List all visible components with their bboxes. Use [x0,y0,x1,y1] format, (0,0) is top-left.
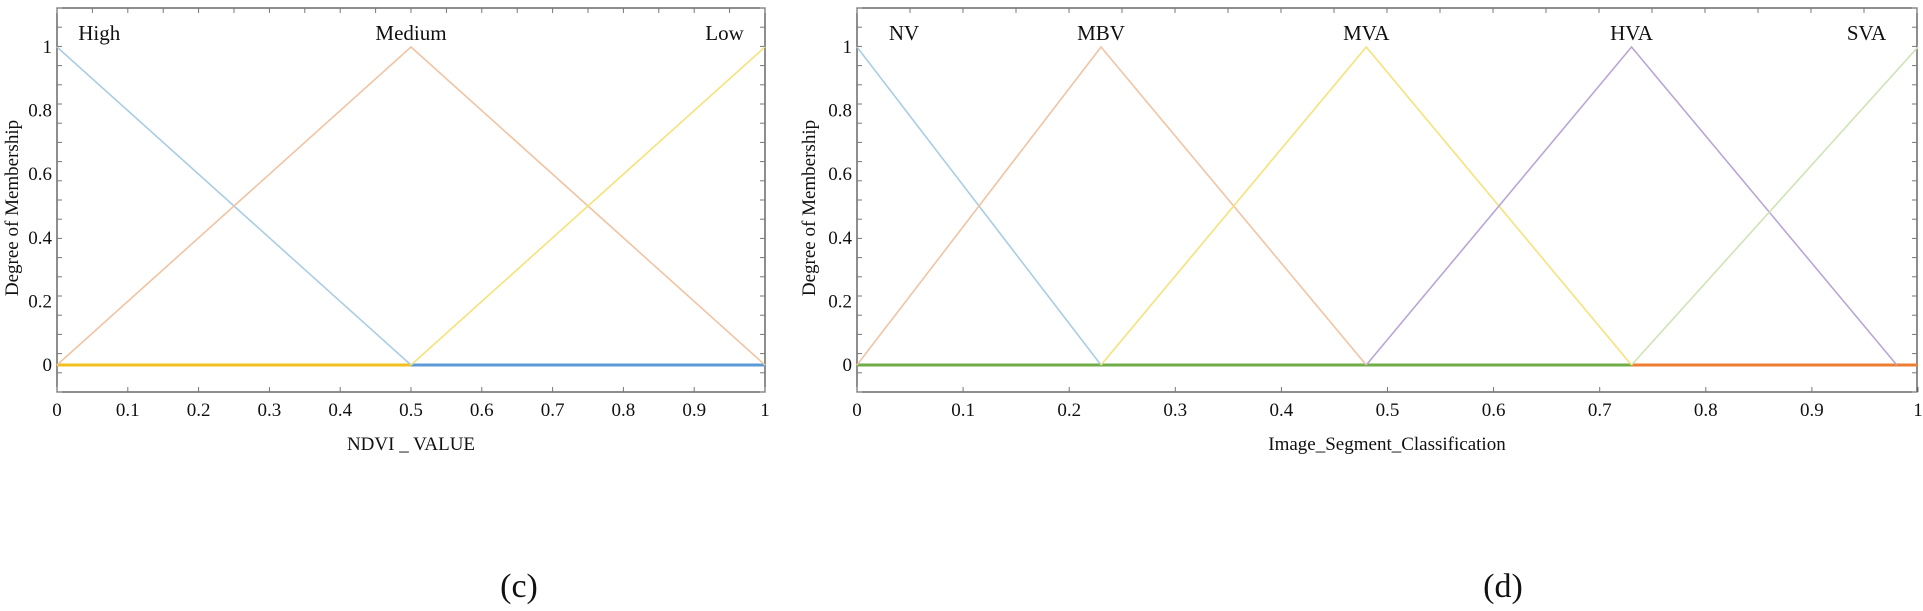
x-tick-label: 0.5 [399,400,423,421]
series-label-nv: NV [889,21,919,45]
series-label-sva: SVA [1847,21,1887,45]
series-label-mbv: MBV [1077,21,1125,45]
y-tick-label: 0.8 [828,101,852,122]
x-tick-label: 0.7 [1588,400,1612,421]
plot-frame-d [856,7,1918,393]
plot-frame-c [56,7,766,393]
x-tick-label: 0.4 [328,400,352,421]
series-label-mva: MVA [1343,21,1390,45]
x-tick-label: 0.6 [1482,400,1506,421]
y-axis-title-d: Degree of Membership [799,120,820,296]
x-tick-label: 0.6 [470,400,494,421]
x-tick-label: 0.9 [682,400,706,421]
y-tick-label: 0.8 [28,101,52,122]
x-tick-label: 0.2 [187,400,211,421]
x-tick-label: 0.9 [1800,400,1824,421]
membership-line-mbv [856,45,1367,366]
x-tick-label: 0.4 [1270,400,1294,421]
y-tick-label: 1 [43,37,53,58]
x-tick-label: 0.3 [1163,400,1187,421]
y-tick-label: 0.2 [28,291,52,312]
membership-line-low [410,46,766,366]
membership-line-mva [1100,45,1633,366]
y-tick-label: 0 [843,355,853,376]
membership-line-sva [1630,46,1919,366]
y-tick-label: 0.2 [828,291,852,312]
x-tick-label: 0 [52,400,62,421]
caption-c: (c) [500,568,538,605]
y-tick-label: 1 [843,37,853,58]
y-tick-label: 0.6 [28,164,52,185]
x-tick-label: 0.1 [951,400,975,421]
series-label-hva: HVA [1610,21,1654,45]
x-tick-label: 0.1 [116,400,140,421]
x-tick-label: 0.5 [1376,400,1400,421]
x-axis-title-d: Image_Segment_Classification [1268,434,1506,455]
x-tick-label: 0.2 [1057,400,1081,421]
y-tick-label: 0.4 [828,228,852,249]
x-tick-label: 0.8 [612,400,636,421]
series-label-medium: Medium [375,21,446,45]
x-tick-label: 0.3 [258,400,282,421]
x-tick-label: 1 [1913,400,1923,421]
x-tick-label: 0 [852,400,862,421]
y-tick-label: 0 [43,355,53,376]
x-tick-label: 0.7 [541,400,565,421]
y-tick-label: 0.4 [28,228,52,249]
series-label-low: Low [705,21,744,45]
y-tick-label: 0.6 [828,164,852,185]
y-axis-title-c: Degree of Membership [2,120,23,296]
series-label-high: High [78,21,121,45]
x-axis-title-c: NDVI _ VALUE [347,434,475,455]
x-tick-label: 1 [760,400,770,421]
caption-d: (d) [1483,568,1523,605]
membership-line-hva [1365,45,1898,366]
x-tick-label: 0.8 [1694,400,1718,421]
membership-line-medium [56,45,766,366]
